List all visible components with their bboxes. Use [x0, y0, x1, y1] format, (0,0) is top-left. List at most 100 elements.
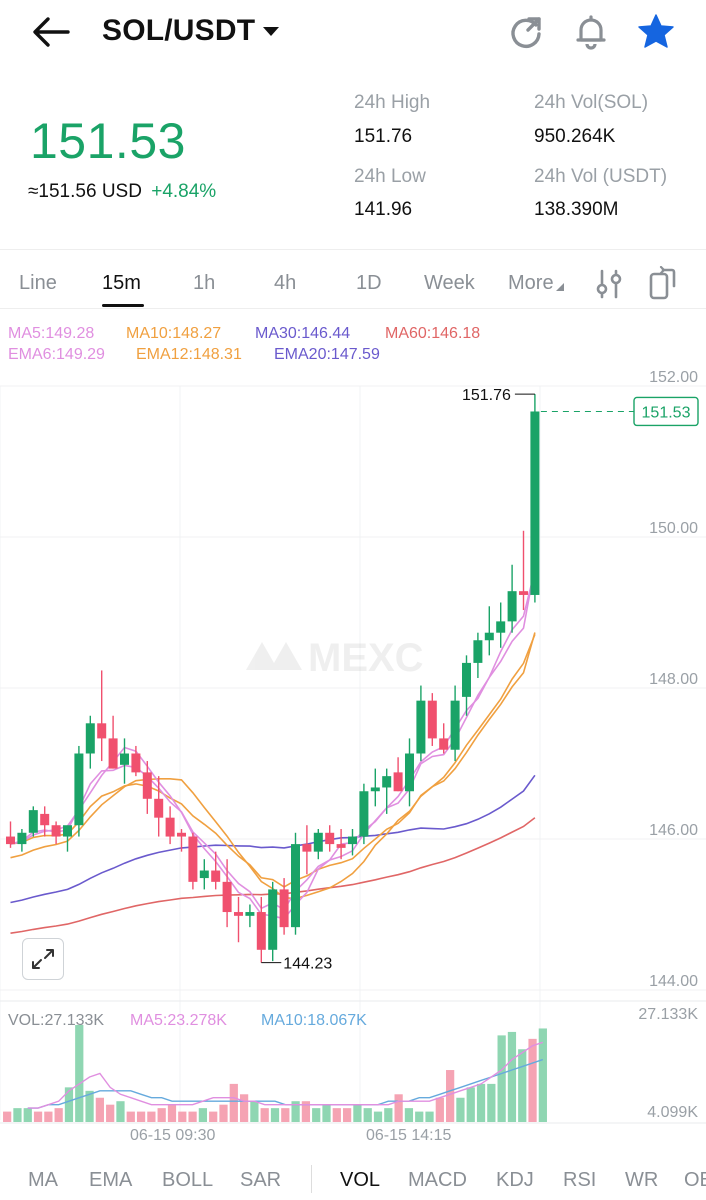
candle-body [256, 912, 266, 950]
price-axis: 152.00 150.00 148.00 146.00 144.00 [649, 369, 698, 990]
candle-body [40, 813, 50, 826]
volume-bar [44, 1111, 53, 1122]
landscape-button[interactable] [647, 265, 677, 300]
volume-bar [178, 1111, 187, 1122]
candle-body [85, 723, 95, 754]
last-price: 151.53 [30, 113, 186, 169]
tab-macd[interactable]: MACD [408, 1169, 467, 1191]
alert-button[interactable] [571, 12, 611, 52]
tab-1d[interactable]: 1D [356, 272, 382, 294]
candle-body [154, 798, 164, 818]
candle-body [188, 836, 198, 882]
low-label: 24h Low [354, 166, 426, 187]
tab-1h[interactable]: 1h [193, 272, 216, 294]
candle-body [348, 836, 357, 845]
bell-icon [576, 15, 606, 50]
x-axis-label: 06-15 09:30 [130, 1127, 216, 1144]
candle-body [439, 738, 449, 750]
tab-sar[interactable]: SAR [240, 1169, 282, 1191]
candle-body [370, 787, 380, 792]
watermark: MEXC [246, 636, 424, 680]
volume-bar [209, 1111, 218, 1122]
fullscreen-button[interactable] [22, 938, 64, 980]
candle-body [450, 700, 460, 750]
candle-body [462, 662, 471, 697]
refresh-share-icon [511, 17, 541, 48]
tab-boll[interactable]: BOLL [162, 1169, 214, 1191]
ma10-value: MA10:148.27 [126, 325, 222, 342]
star-icon [638, 14, 674, 48]
tab-week[interactable]: Week [424, 272, 475, 294]
vol-quote-label: 24h Vol (USDT) [534, 166, 668, 187]
ema12-value: EMA12:148.31 [136, 346, 242, 363]
watermark-text: MEXC [308, 636, 424, 680]
volume-bar [147, 1111, 156, 1122]
vol-axis-min: 4.099K [647, 1104, 698, 1121]
volume-bar [188, 1111, 197, 1122]
ma60-value: MA60:146.18 [385, 325, 481, 342]
tab-line[interactable]: Line [19, 272, 57, 294]
candle-body [28, 810, 38, 833]
candle-body [313, 832, 323, 852]
tab-wr[interactable]: WR [625, 1169, 659, 1191]
volume-bar [538, 1028, 547, 1122]
tab-vol[interactable]: VOL [340, 1169, 381, 1191]
vol-ma5-line [27, 1041, 544, 1109]
volume-bar [126, 1111, 135, 1122]
expand-icon [32, 949, 54, 969]
volume-bar [106, 1104, 115, 1122]
candle-body [416, 700, 426, 754]
volume-bar [435, 1097, 444, 1122]
pair-selector[interactable]: SOL/USDT [102, 14, 280, 48]
volume-bar [281, 1108, 290, 1122]
candle-body [427, 700, 437, 739]
tab-ema[interactable]: EMA [89, 1169, 133, 1191]
indicator-settings-button[interactable] [594, 268, 624, 300]
tab-rsi[interactable]: RSI [563, 1169, 597, 1191]
tab-separator [311, 1165, 312, 1193]
candle-body [325, 832, 335, 845]
y-tick-label: 150.00 [649, 520, 698, 537]
candle-body [108, 738, 118, 769]
candle-body [17, 832, 27, 845]
tab-more[interactable]: More [508, 272, 564, 295]
volume-bar [518, 1049, 527, 1122]
volume-bar [415, 1111, 424, 1122]
ema20-value: EMA20:147.59 [274, 346, 380, 363]
volume-bar [167, 1104, 177, 1122]
tab-ma[interactable]: MA [28, 1169, 58, 1191]
volume-bar [312, 1108, 321, 1122]
y-tick-label: 144.00 [649, 973, 698, 990]
candle-body [142, 772, 152, 799]
indicator-tabs: MA EMA BOLL SAR VOL MACD KDJ RSI WR OB [0, 1155, 706, 1200]
vol-quote-value: 138.390M [534, 199, 619, 220]
volume-bar [394, 1094, 403, 1122]
back-button[interactable] [28, 12, 74, 52]
vol-ma10-value: MA10:18.067K [261, 1012, 367, 1029]
back-arrow-icon [33, 17, 70, 47]
volume-bar [466, 1087, 475, 1122]
candle-body [473, 640, 483, 663]
watermark-logo-icon [246, 642, 302, 670]
volume-bar [384, 1108, 393, 1122]
volume-bars [3, 1024, 547, 1122]
low-value: 141.96 [354, 199, 413, 220]
volume-bar [75, 1024, 84, 1122]
favorite-button[interactable] [636, 12, 676, 52]
price-usd-line: ≈151.56 USD +4.84% [28, 181, 216, 203]
vol-value: VOL:27.133K [8, 1012, 105, 1029]
tab-15m[interactable]: 15m [102, 272, 141, 294]
ema12-line [10, 632, 536, 888]
candle-body [291, 844, 300, 928]
more-caret-icon [555, 283, 564, 291]
tab-ob[interactable]: OB [684, 1169, 706, 1191]
candlestick-chart[interactable]: MEXC 152.00 150.00 148.00 146.00 144.00 151.… [0, 0, 706, 1155]
tab-4h[interactable]: 4h [274, 272, 297, 294]
candle-body [405, 753, 414, 792]
volume-bar [136, 1111, 146, 1122]
top-bar: SOL/USDT [0, 0, 706, 70]
volume-bar [301, 1101, 311, 1122]
candle-body [245, 912, 255, 916]
tab-kdj[interactable]: KDJ [496, 1169, 534, 1191]
refresh-share-button[interactable] [506, 12, 546, 52]
